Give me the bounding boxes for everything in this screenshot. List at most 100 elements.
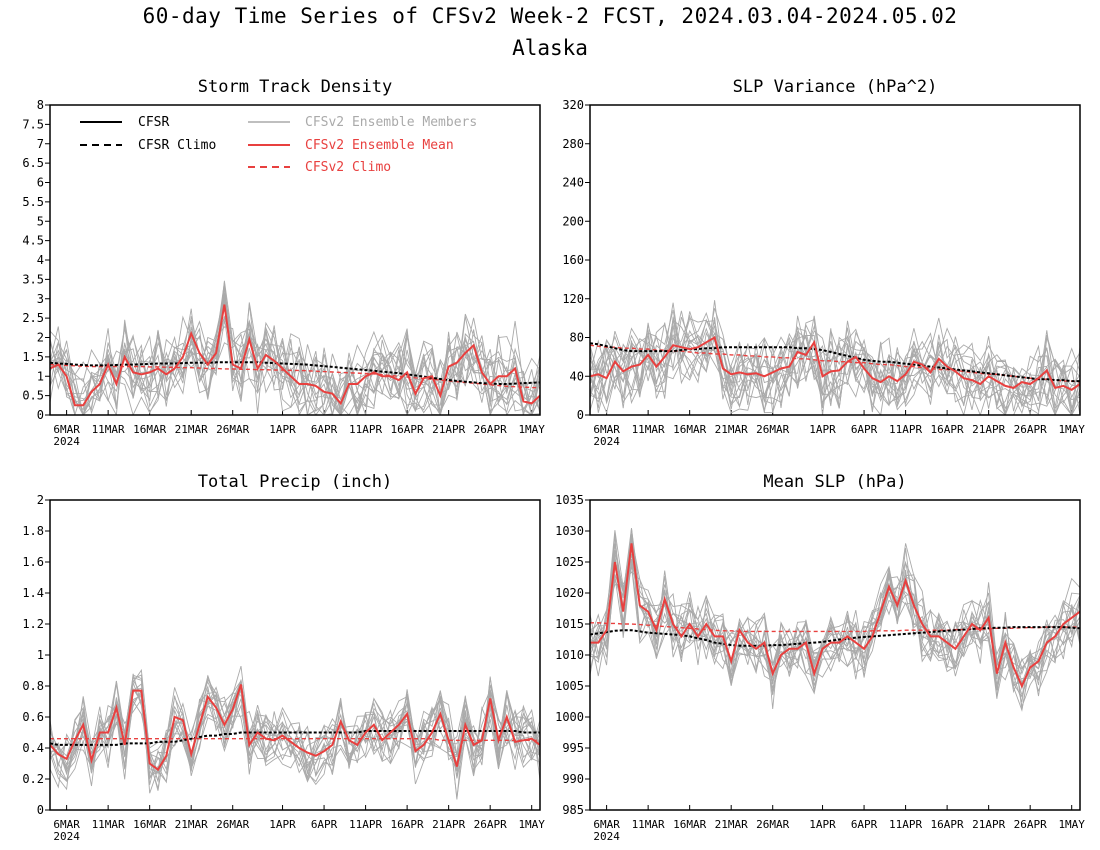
y-tick-label: 1020: [555, 586, 584, 600]
y-tick-label: 1010: [555, 648, 584, 662]
y-tick-label: 1030: [555, 524, 584, 538]
x-tick-label: 1MAY: [518, 818, 545, 831]
y-tick-label: 0: [37, 803, 44, 817]
series-line-ensemble-member: [590, 537, 1080, 697]
x-tick-label: 16MAR: [133, 423, 166, 436]
x-tick-label: 21MAR: [715, 423, 748, 436]
y-tick-label: 160: [562, 253, 584, 267]
y-tick-label: 1000: [555, 710, 584, 724]
legend-label-cfsr: CFSR: [138, 115, 169, 130]
x-tick-label: 16MAR: [673, 818, 706, 831]
x-year-label: 2024: [593, 830, 620, 843]
series-line-ensemble-member: [50, 677, 540, 791]
plot-area: [590, 528, 1080, 712]
series-line-ensemble-member: [590, 317, 1080, 415]
y-tick-label: 2.5: [22, 311, 44, 325]
y-tick-label: 240: [562, 176, 584, 190]
x-tick-label: 1APR: [809, 818, 836, 831]
y-tick-label: 2: [37, 331, 44, 345]
x-tick-label: 11MAR: [632, 818, 665, 831]
legend-label-ens-mean: CFSv2 Ensemble Mean: [305, 138, 454, 153]
series-line-ensemble-member: [590, 533, 1080, 694]
x-year-label: 2024: [593, 435, 620, 448]
chart-title: Mean SLP (hPa): [763, 472, 906, 492]
y-tick-label: 8: [37, 98, 44, 112]
x-tick-label: 6MAR: [53, 423, 80, 436]
x-tick-label: 11MAR: [632, 423, 665, 436]
y-tick-label: 3.5: [22, 272, 44, 286]
x-tick-label: 11APR: [349, 423, 382, 436]
y-tick-label: 1.2: [22, 617, 44, 631]
x-tick-label: 1MAY: [518, 423, 545, 436]
y-tick-label: 1005: [555, 679, 584, 693]
x-tick-label: 21APR: [432, 423, 465, 436]
series-line-ensemble-member: [590, 315, 1080, 415]
y-tick-label: 6: [37, 176, 44, 190]
x-tick-label: 26MAR: [756, 423, 789, 436]
series-line-ensemble-member: [590, 314, 1080, 415]
plot-area: [50, 665, 540, 800]
y-tick-label: 0: [577, 408, 584, 422]
y-tick-label: 4: [37, 253, 44, 267]
x-tick-label: 1MAY: [1058, 818, 1085, 831]
series-line-ensemble-member: [590, 311, 1080, 415]
x-tick-label: 1APR: [809, 423, 836, 436]
y-tick-label: 80: [570, 331, 584, 345]
series-line-ensemble-member: [590, 565, 1080, 707]
chart-title: Storm Track Density: [198, 77, 392, 97]
plot-area: [50, 280, 540, 415]
y-tick-label: 2: [37, 493, 44, 507]
chart-panel-1: Storm Track Density 0 0.5 1 1.5 2 2.5 3 3.5 4 4.5 5…: [22, 77, 545, 448]
x-tick-label: 21MAR: [175, 818, 208, 831]
plot-frame: [589, 104, 1081, 416]
x-tick-label: 1APR: [269, 818, 296, 831]
series-line-ensemble-member: [590, 318, 1080, 415]
page-subtitle: Alaska: [512, 36, 588, 60]
y-tick-label: 320: [562, 98, 584, 112]
legend-label-members: CFSv2 Ensemble Members: [305, 115, 477, 130]
series-line-ensemble-member: [50, 282, 540, 415]
series-line-ensemble-member: [50, 679, 540, 783]
series-line-cfsv2-climo: [50, 363, 540, 389]
series-line-ensemble-member: [590, 302, 1080, 415]
y-tick-label: 0.5: [22, 389, 44, 403]
x-year-label: 2024: [53, 435, 80, 448]
x-tick-label: 1MAY: [1058, 423, 1085, 436]
y-tick-label: 0.6: [22, 710, 44, 724]
y-tick-label: 0.2: [22, 772, 44, 786]
y-tick-label: 6.5: [22, 156, 44, 170]
x-tick-label: 26APR: [474, 423, 507, 436]
x-tick-label: 11MAR: [92, 423, 125, 436]
x-tick-label: 26APR: [1014, 423, 1047, 436]
chart-panel-4: Mean SLP (hPa) 985 990 995 1000 1005 1010 1015 1…: [555, 472, 1085, 843]
y-tick-label: 995: [562, 741, 584, 755]
series-line-ensemble-member: [50, 313, 540, 415]
x-year-label: 2024: [53, 830, 80, 843]
series-line-cfsr-climo: [50, 361, 540, 385]
chart-title: SLP Variance (hPa^2): [733, 77, 938, 97]
y-tick-label: 4.5: [22, 234, 44, 248]
y-tick-label: 1035: [555, 493, 584, 507]
x-tick-label: 6APR: [851, 818, 878, 831]
y-tick-label: 0.4: [22, 741, 44, 755]
y-tick-label: 120: [562, 292, 584, 306]
x-tick-label: 21APR: [972, 818, 1005, 831]
x-tick-label: 16MAR: [673, 423, 706, 436]
y-tick-label: 5.5: [22, 195, 44, 209]
x-tick-label: 6MAR: [53, 818, 80, 831]
x-tick-label: 6MAR: [593, 423, 620, 436]
series-line-ensemble-member: [50, 287, 540, 415]
y-tick-label: 40: [570, 369, 584, 383]
y-tick-label: 1: [37, 648, 44, 662]
series-line-cfsr-climo: [590, 342, 1080, 383]
series-line-ensemble-member: [590, 532, 1080, 690]
x-tick-label: 6APR: [311, 818, 338, 831]
x-tick-label: 6APR: [311, 423, 338, 436]
y-tick-label: 280: [562, 137, 584, 151]
x-tick-label: 16APR: [931, 423, 964, 436]
y-tick-label: 0: [37, 408, 44, 422]
series-line-ensemble-mean: [590, 335, 1080, 391]
y-tick-label: 3: [37, 292, 44, 306]
x-tick-label: 21APR: [432, 818, 465, 831]
